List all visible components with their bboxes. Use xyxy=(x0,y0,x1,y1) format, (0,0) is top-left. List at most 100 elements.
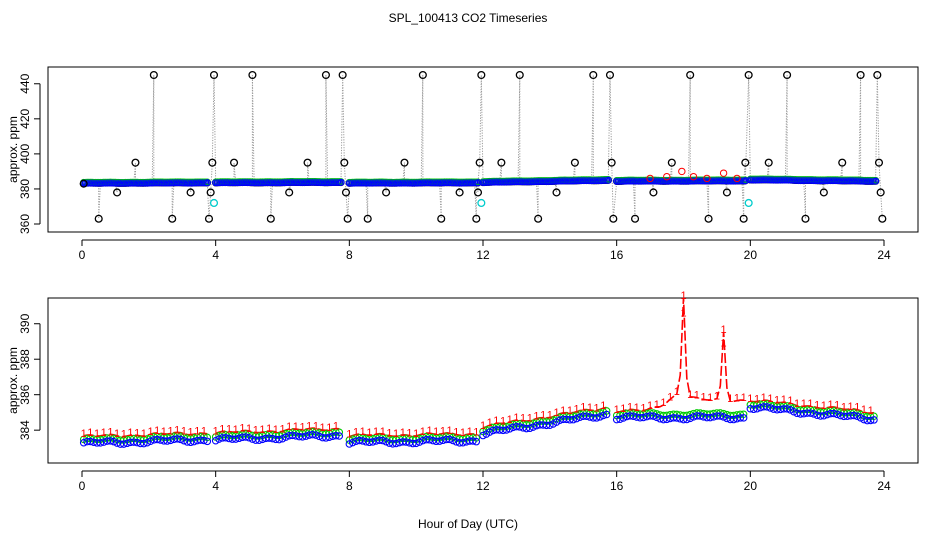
top-outlier-point xyxy=(113,188,122,197)
bottom-marker-1: 1 xyxy=(480,420,486,432)
top-point-red xyxy=(646,174,654,183)
top-outlier-point xyxy=(744,70,753,80)
top-outlier-point xyxy=(534,214,543,223)
bottom-point-series-3 xyxy=(653,413,661,422)
bottom-marker-1: 1 xyxy=(127,427,133,439)
bottom-marker-1: 1 xyxy=(841,401,847,413)
bottom-point-series-3 xyxy=(673,414,681,422)
bottom-marker-1: 1 xyxy=(567,405,573,417)
top-outlier-point xyxy=(801,214,810,223)
panel-bottom-frame xyxy=(47,297,919,464)
bottom-marker-1: 1 xyxy=(694,390,700,402)
bottom-point-series-3 xyxy=(806,409,815,417)
bottom-point-series-3 xyxy=(870,416,878,424)
bottom-point-series-3 xyxy=(526,424,534,433)
top-outlier-point xyxy=(609,214,618,223)
bottom-point-series-3 xyxy=(106,437,115,445)
top-outlier-point xyxy=(570,158,579,167)
top-point-cyan xyxy=(209,198,219,208)
bottom-marker-1: 1 xyxy=(134,427,140,439)
bottom-marker-1: 1 xyxy=(687,389,693,401)
bottom-point-series-3 xyxy=(683,415,691,424)
top-point-red xyxy=(663,172,671,181)
top-outlier-point xyxy=(497,158,506,167)
top-outlier-point xyxy=(667,158,676,167)
bottom-point-series-3 xyxy=(200,436,208,445)
bottom-marker-1: 1 xyxy=(761,392,767,404)
bottom-marker-1: 1 xyxy=(727,393,733,405)
x-tick-label: 4 xyxy=(212,248,219,262)
bottom-point-series-3 xyxy=(616,415,624,424)
bottom-point-series-3 xyxy=(382,438,390,446)
top-outlier-point xyxy=(340,158,349,167)
bottom-marker-1: 1 xyxy=(513,412,519,424)
top-outlier-point xyxy=(400,158,409,167)
bottom-point-series-3 xyxy=(245,434,253,442)
bottom-point-series-3 xyxy=(706,413,714,422)
bottom-point-series-3 xyxy=(499,426,507,435)
y-tick-label: 360 xyxy=(18,214,32,234)
bottom-marker-1: 1 xyxy=(259,424,265,436)
bottom-point-series-3 xyxy=(96,439,105,447)
top-outlier-point xyxy=(168,214,177,223)
bottom-point-series-3 xyxy=(409,439,417,448)
bottom-marker-1: 1 xyxy=(647,400,653,412)
bottom-marker-1: 1 xyxy=(239,423,245,435)
bottom-marker-1: 1 xyxy=(87,427,93,439)
bottom-marker-1: 1 xyxy=(433,426,439,438)
top-outlier-point xyxy=(321,70,330,80)
bottom-marker-1: 1 xyxy=(279,423,285,435)
bottom-marker-1: 1 xyxy=(213,425,219,437)
top-outlier-point xyxy=(455,188,464,197)
bottom-marker-1: 1 xyxy=(201,425,207,437)
bottom-point-series-3 xyxy=(332,431,340,440)
bottom-marker-1: 1 xyxy=(660,397,666,409)
bottom-marker-1: 1 xyxy=(174,424,180,436)
bottom-point-series-3 xyxy=(120,440,128,448)
bottom-marker-1: 1 xyxy=(614,404,620,416)
top-outlier-point xyxy=(515,70,524,80)
top-outlier-point xyxy=(876,188,885,197)
bottom-marker-1: 1 xyxy=(447,425,453,437)
bottom-point-series-3 xyxy=(646,412,654,420)
bottom-marker-1: 1 xyxy=(373,426,379,438)
bottom-point-series-3 xyxy=(459,439,467,447)
bottom-point-series-3 xyxy=(602,410,611,419)
bottom-marker-1: 1 xyxy=(360,426,366,438)
bottom-point-series-3 xyxy=(833,410,841,419)
bottom-marker-1: 1 xyxy=(620,403,626,415)
bottom-point-series-3 xyxy=(109,437,118,446)
y-tick-label: 440 xyxy=(18,73,32,93)
top-point-blue xyxy=(203,179,211,187)
bottom-point-series-3 xyxy=(502,426,511,434)
top-outlier-point xyxy=(149,70,158,80)
x-tick-label: 16 xyxy=(610,248,624,262)
bottom-marker-1: 1 xyxy=(794,398,800,410)
bottom-marker-1: 1 xyxy=(181,426,187,438)
bottom-point-series-3 xyxy=(231,435,240,443)
bottom-marker-1: 1 xyxy=(400,427,406,439)
y-tick-label: 390 xyxy=(18,313,32,333)
bottom-marker-1: 1 xyxy=(814,400,820,412)
bottom-point-series-3 xyxy=(163,437,171,445)
bottom-marker-1: 1 xyxy=(333,421,339,433)
bottom-marker-1: 1 xyxy=(467,426,473,438)
y-tick-label: 386 xyxy=(18,384,32,404)
top-outlier-point xyxy=(382,188,391,197)
bottom-point-series-3 xyxy=(599,411,608,420)
bottom-point-series-3 xyxy=(173,435,181,443)
bottom-marker-1: 1 xyxy=(161,426,167,438)
bottom-point-series-3 xyxy=(176,435,185,444)
bottom-marker-1: 1 xyxy=(714,391,720,403)
bottom-marker-1: 1 xyxy=(299,422,305,434)
bottom-point-series-3 xyxy=(479,431,487,440)
bottom-point-series-3 xyxy=(315,432,324,441)
bottom-marker-1: 1 xyxy=(580,402,586,414)
bottom-marker-1: 1 xyxy=(781,394,787,406)
bottom-marker-1: 1 xyxy=(827,399,833,411)
top-outlier-point xyxy=(649,188,658,197)
top-point-red xyxy=(678,167,686,176)
bottom-marker-1: 1 xyxy=(854,402,860,414)
